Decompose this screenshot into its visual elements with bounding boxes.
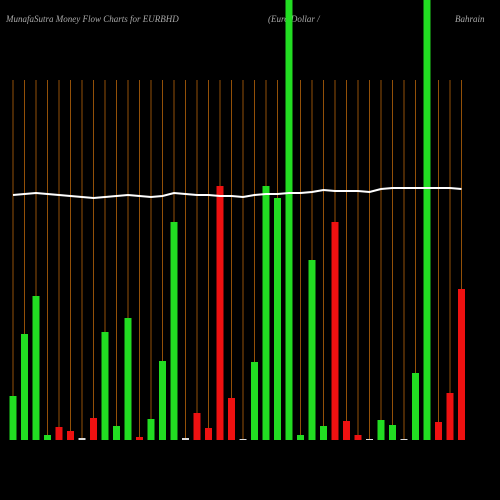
chart-subtitle: Bahrain xyxy=(455,14,485,24)
bar xyxy=(262,186,270,440)
bar xyxy=(159,361,166,440)
plot xyxy=(9,0,465,440)
bar xyxy=(182,438,189,440)
bar xyxy=(366,439,373,440)
bar xyxy=(90,418,97,440)
bar xyxy=(170,222,178,440)
bar xyxy=(55,427,63,440)
bar xyxy=(458,289,465,440)
bar xyxy=(9,396,17,440)
bar xyxy=(400,439,408,440)
bar xyxy=(113,426,120,440)
bar xyxy=(389,425,396,440)
bar xyxy=(193,413,201,440)
line xyxy=(12,187,462,200)
bar xyxy=(101,332,109,440)
bar xyxy=(412,373,419,440)
bar xyxy=(239,439,247,440)
bar xyxy=(320,426,327,440)
bar xyxy=(136,437,143,440)
bar xyxy=(147,419,155,440)
bar xyxy=(308,260,316,440)
bar xyxy=(205,428,212,440)
bar xyxy=(285,0,293,440)
bar xyxy=(331,222,339,440)
bar xyxy=(44,435,51,440)
bar xyxy=(343,421,350,440)
bar xyxy=(446,393,454,440)
bar xyxy=(354,435,362,440)
bar xyxy=(423,0,431,440)
bar xyxy=(216,186,224,440)
bar xyxy=(377,420,385,440)
bar xyxy=(297,435,304,440)
bar xyxy=(435,422,442,440)
chart-title: MunafaSutra Money Flow Charts for EURBHD xyxy=(5,14,179,24)
bar xyxy=(32,296,40,440)
bar xyxy=(274,198,281,440)
bar xyxy=(78,438,86,440)
bar xyxy=(251,362,258,440)
chart-subtitle: (Euro Dollar / xyxy=(268,14,321,24)
bar xyxy=(228,398,235,440)
bar xyxy=(21,334,28,440)
bar xyxy=(67,431,74,440)
bar xyxy=(124,318,132,440)
